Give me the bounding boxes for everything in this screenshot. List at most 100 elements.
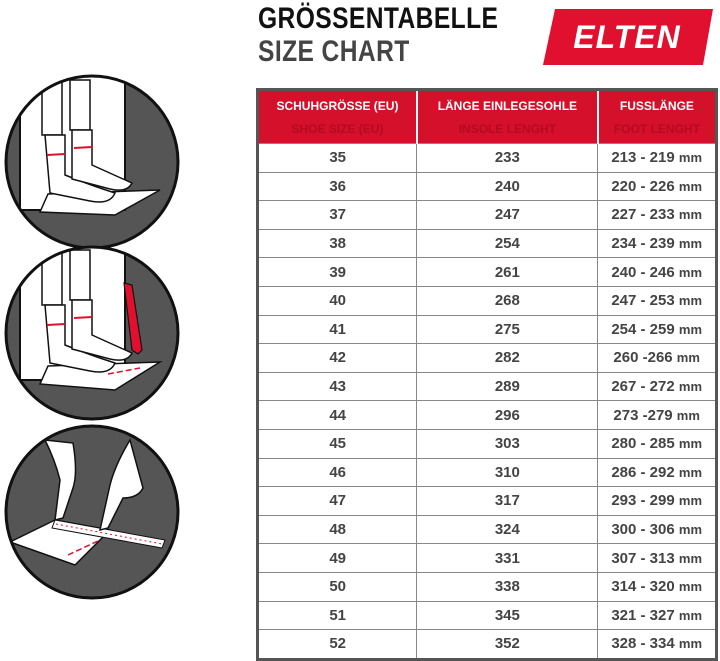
measuring-instructions-illustration [4, 74, 180, 600]
cell-value: 213 - 219 [611, 149, 675, 167]
header-label-en: FOOT LENGHT [613, 121, 700, 136]
unit-label: mm [676, 350, 700, 366]
cell-value: 324 [494, 521, 520, 539]
header-label-de: SCHUHGRÖSSE (EU) [276, 98, 399, 113]
unit-label: mm [678, 636, 703, 652]
unit-label: mm [678, 379, 703, 395]
cell-insole-length: 261 [416, 257, 599, 287]
cell-shoe-size: 35 [256, 143, 418, 173]
cell-value: 296 [494, 406, 520, 424]
unit-label: mm [678, 264, 703, 280]
cell-foot-length: 300 - 306 mm [597, 514, 717, 545]
cell-insole-length: 275 [416, 314, 599, 345]
cell-shoe-size: 49 [256, 543, 418, 573]
cell-shoe-size: 47 [256, 486, 418, 516]
cell-shoe-size: 39 [256, 257, 418, 287]
cell-value: 44 [329, 406, 347, 424]
unit-label: mm [678, 464, 703, 480]
cell-foot-length: 240 - 246 mm [597, 257, 717, 287]
table-row: 44 296 273 -279 mm [256, 400, 717, 430]
table-row: 41 275 254 - 259 mm [256, 314, 717, 345]
cell-value: 45 [329, 435, 347, 453]
step-1-stand-icon [6, 76, 178, 248]
cell-value: 310 [494, 463, 520, 481]
unit-label: mm [678, 321, 703, 337]
cell-value: 234 - 239 [611, 235, 675, 253]
unit-label: mm [678, 150, 703, 166]
table-row: 36 240 220 - 226 mm [256, 171, 717, 202]
cell-value: 268 [494, 292, 520, 310]
unit-label: mm [678, 236, 703, 252]
cell-value: 352 [494, 635, 520, 653]
cell-value: 38 [329, 235, 347, 253]
cell-shoe-size: 48 [256, 514, 418, 545]
svg-text:ELTEN: ELTEN [573, 19, 681, 55]
table-row: 40 268 247 - 253 mm [256, 285, 717, 316]
cell-insole-length: 345 [416, 600, 599, 631]
cell-value: 261 [494, 263, 520, 281]
cell-insole-length: 254 [416, 228, 599, 259]
unit-label: mm [678, 522, 703, 538]
cell-insole-length: 303 [416, 428, 599, 459]
cell-value: 282 [494, 349, 520, 367]
cell-shoe-size: 44 [256, 400, 418, 430]
cell-foot-length: 220 - 226 mm [597, 171, 717, 202]
cell-value: 289 [494, 378, 520, 396]
cell-value: 240 - 246 [611, 263, 675, 281]
step-3-ruler-icon [6, 426, 178, 598]
cell-foot-length: 267 - 272 mm [597, 371, 717, 402]
cell-value: 267 - 272 [611, 378, 675, 396]
cell-foot-length: 328 - 334 mm [597, 629, 717, 660]
cell-value: 37 [329, 206, 347, 224]
cell-foot-length: 254 - 259 mm [597, 314, 717, 345]
cell-insole-length: 310 [416, 457, 599, 488]
title-english: SIZE CHART [258, 35, 410, 68]
table-row: 43 289 267 - 272 mm [256, 371, 717, 402]
cell-insole-length: 331 [416, 543, 599, 573]
cell-value: 40 [329, 292, 347, 310]
cell-shoe-size: 50 [256, 571, 418, 602]
cell-value: 254 - 259 [611, 320, 675, 338]
unit-label: mm [678, 607, 703, 623]
cell-insole-length: 233 [416, 143, 599, 173]
cell-insole-length: 324 [416, 514, 599, 545]
unit-label: mm [678, 550, 703, 566]
cell-value: 233 [494, 149, 520, 167]
header-label-de: LÄNGE EINLEGESOHLE [437, 98, 578, 113]
cell-insole-length: 296 [416, 400, 599, 430]
cell-value: 345 [494, 606, 520, 624]
table-row: 49 331 307 - 313 mm [256, 543, 717, 573]
cell-value: 42 [329, 349, 347, 367]
header-label-de: FUSSLÄNGE [619, 98, 694, 113]
table-row: 39 261 240 - 246 mm [256, 257, 717, 287]
cell-value: 35 [329, 149, 347, 167]
cell-insole-length: 247 [416, 200, 599, 230]
cell-value: 50 [329, 578, 347, 596]
cell-value: 254 [494, 235, 520, 253]
cell-insole-length: 268 [416, 285, 599, 316]
cell-shoe-size: 36 [256, 171, 418, 202]
unit-label: mm [678, 207, 703, 223]
cell-value: 321 - 327 [611, 606, 675, 624]
cell-value: 227 - 233 [611, 206, 675, 224]
table-row: 51 345 321 - 327 mm [256, 600, 717, 631]
title-german: GRÖSSENTABELLE [258, 2, 499, 35]
header-label-en: SHOE SIZE (EU) [291, 121, 384, 136]
cell-value: 286 - 292 [611, 463, 675, 481]
cell-value: 280 - 285 [611, 435, 675, 453]
cell-insole-length: 282 [416, 343, 599, 373]
cell-insole-length: 317 [416, 486, 599, 516]
cell-foot-length: 273 -279 mm [597, 400, 717, 430]
cell-foot-length: 234 - 239 mm [597, 228, 717, 259]
cell-shoe-size: 37 [256, 200, 418, 230]
cell-foot-length: 321 - 327 mm [597, 600, 717, 631]
column-header-insole-length: LÄNGE EINLEGESOHLE INSOLE LENGHT [416, 89, 599, 144]
cell-insole-length: 352 [416, 629, 599, 660]
cell-value: 39 [329, 263, 347, 281]
cell-foot-length: 286 - 292 mm [597, 457, 717, 488]
table-row: 48 324 300 - 306 mm [256, 514, 717, 545]
cell-value: 317 [494, 492, 520, 510]
cell-foot-length: 280 - 285 mm [597, 428, 717, 459]
cell-insole-length: 240 [416, 171, 599, 202]
cell-shoe-size: 41 [256, 314, 418, 345]
